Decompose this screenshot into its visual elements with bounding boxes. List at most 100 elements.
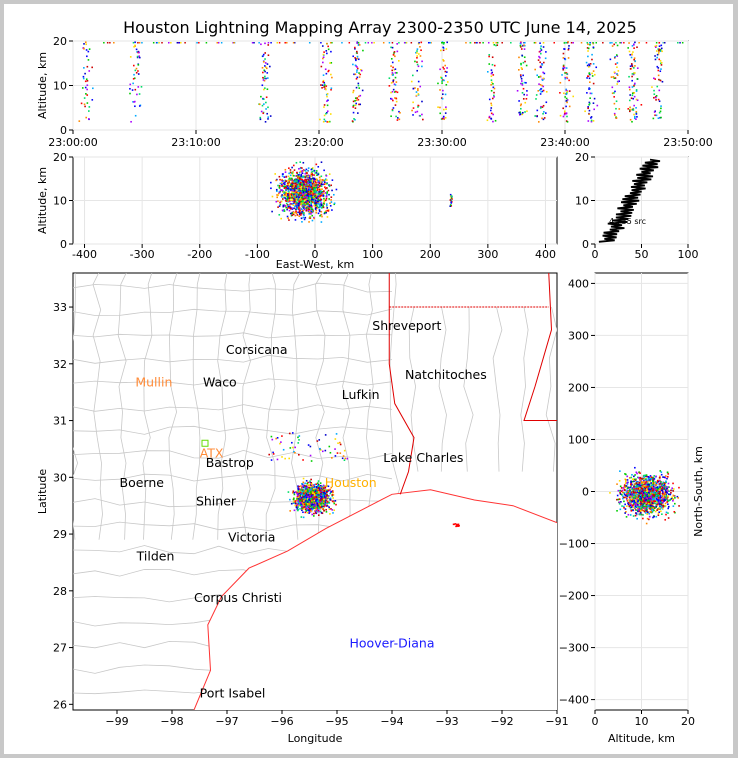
source-point [259, 116, 262, 119]
source-point [311, 513, 314, 516]
source-point [136, 93, 138, 96]
source-point [393, 51, 396, 53]
source-point [307, 206, 309, 208]
source-point [217, 42, 220, 44]
source-point [321, 188, 323, 190]
source-point [588, 103, 590, 106]
source-point [325, 495, 327, 498]
source-point [640, 103, 643, 106]
source-point [526, 90, 528, 92]
source-point [490, 117, 492, 120]
source-point [152, 42, 155, 44]
source-point [314, 182, 317, 185]
source-point [390, 97, 392, 100]
source-point [612, 76, 615, 78]
source-point [288, 193, 290, 196]
source-point [290, 502, 293, 505]
source-point [309, 197, 312, 200]
source-point [562, 57, 565, 59]
source-point [138, 42, 141, 44]
source-point [303, 185, 306, 188]
source-point [279, 189, 282, 191]
source-point [298, 171, 301, 174]
source-point [132, 77, 135, 80]
source-point [321, 193, 323, 195]
source-point [496, 42, 499, 44]
source-point [301, 500, 303, 503]
source-point [323, 498, 325, 501]
source-point [315, 178, 318, 180]
source-point [307, 187, 310, 189]
x-tick-label: 23:40:00 [540, 136, 589, 149]
source-point [285, 200, 288, 202]
source-point [395, 100, 398, 103]
source-point [168, 42, 170, 44]
source-point [291, 196, 294, 199]
source-point [301, 192, 303, 195]
source-point [288, 177, 291, 180]
source-point [280, 179, 283, 182]
source-point [393, 68, 396, 71]
source-point [321, 505, 323, 508]
source-point [285, 176, 287, 178]
source-point [290, 195, 293, 198]
source-point [304, 184, 307, 187]
source-point [322, 195, 325, 197]
source-point [317, 181, 319, 184]
source-point [519, 113, 522, 116]
source-point [559, 81, 562, 84]
source-point [415, 94, 418, 97]
parish-line [520, 306, 529, 472]
source-point [301, 169, 304, 172]
source-point [288, 182, 291, 185]
source-point [633, 57, 636, 59]
source-point [305, 192, 307, 195]
source-point [300, 180, 302, 182]
source-point [297, 211, 299, 214]
source-point [392, 79, 395, 82]
source-point [634, 60, 637, 62]
source-point [358, 95, 360, 98]
source-point [266, 112, 269, 115]
source-point [297, 190, 300, 193]
source-point [420, 49, 422, 52]
source-point [133, 77, 136, 80]
source-point [311, 507, 313, 509]
source-point [308, 190, 311, 193]
source-point [304, 169, 307, 172]
source-point [294, 194, 296, 197]
source-point [289, 498, 291, 501]
source-point [356, 66, 358, 68]
source-point [639, 507, 642, 510]
source-point [320, 221, 323, 223]
source-point [304, 504, 307, 506]
source-point [307, 195, 310, 197]
source-point [587, 107, 589, 110]
source-point [656, 481, 658, 483]
source-point [565, 112, 568, 115]
source-point [565, 105, 567, 108]
source-point [322, 487, 325, 489]
source-point [535, 94, 538, 96]
source-point [301, 208, 303, 211]
source-point [87, 50, 90, 53]
source-point [451, 198, 453, 200]
source-point [316, 498, 318, 501]
source-point [661, 499, 664, 502]
source-point [281, 173, 284, 175]
map-label: Mullin [135, 375, 172, 390]
source-point [289, 193, 291, 196]
source-point [304, 216, 307, 219]
source-point [445, 48, 448, 50]
y-tick-label: 10 [53, 195, 67, 208]
source-point [297, 488, 300, 491]
source-point [288, 209, 291, 212]
source-point [281, 178, 283, 181]
source-point [307, 490, 309, 493]
source-point [285, 194, 287, 196]
source-point [417, 89, 419, 92]
source-point [355, 59, 357, 62]
source-point [321, 486, 323, 489]
source-point [310, 498, 312, 500]
source-point [332, 491, 334, 494]
